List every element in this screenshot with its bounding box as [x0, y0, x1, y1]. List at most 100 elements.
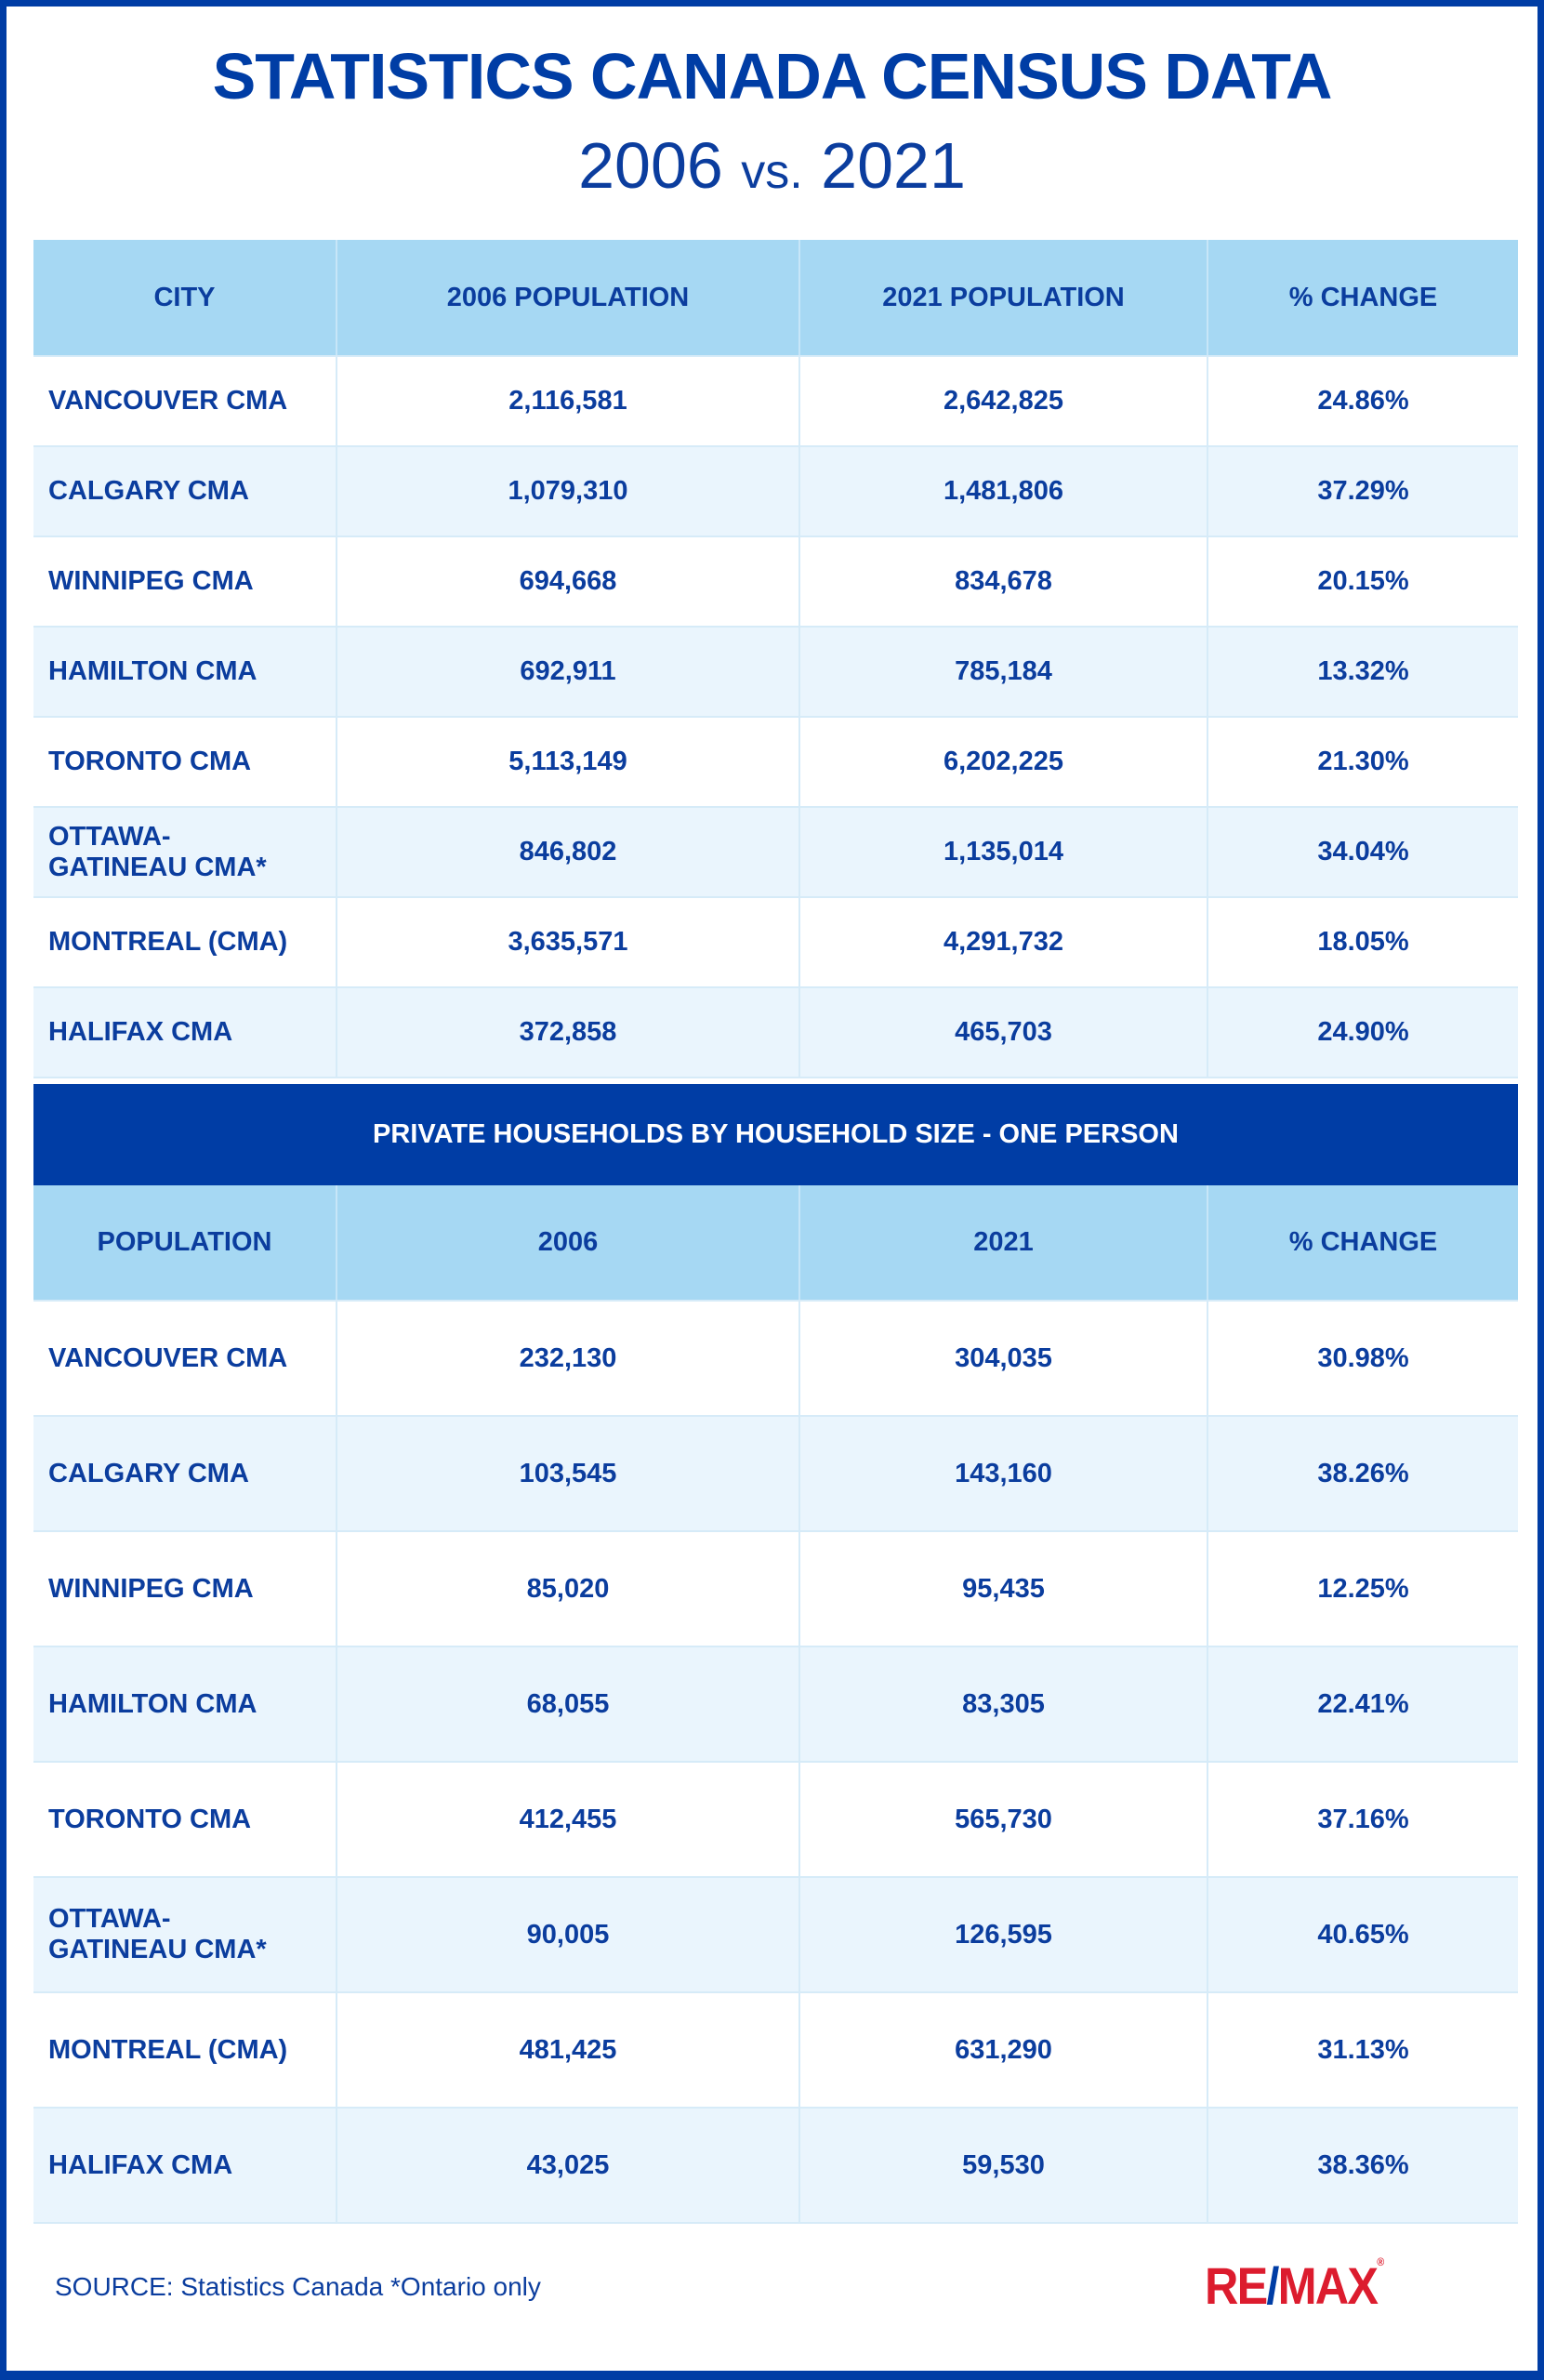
value-2006-cell: 90,005	[337, 1878, 800, 1991]
city-cell: WINNIPEG CMA	[33, 537, 337, 626]
percent-change-cell: 34.04%	[1317, 837, 1409, 866]
value-2021-cell: 2,642,825	[800, 357, 1208, 445]
table-row: MONTREAL (CMA) 3,635,571 4,291,732 18.05%	[33, 898, 1518, 988]
column-header: 2006 POPULATION	[337, 240, 800, 355]
city-cell: OTTAWA- GATINEAU CMA*	[33, 1878, 337, 1991]
value-2006-cell: 68,055	[337, 1647, 800, 1761]
value-2006-cell: 1,079,310	[337, 447, 800, 536]
value-2006-cell: 846,802	[337, 808, 800, 896]
city-cell: MONTREAL (CMA)	[33, 898, 337, 986]
value-2006-cell: 5,113,149	[337, 718, 800, 806]
value-2006-cell: 43,025	[337, 2109, 800, 2222]
percent-change-cell: 13.32%	[1317, 656, 1409, 686]
column-header: 2006	[337, 1185, 800, 1300]
logo-registered: ®	[1377, 2255, 1384, 2268]
table-row: HALIFAX CMA 43,025 59,530 38.36%	[33, 2109, 1518, 2224]
value-2021-cell: 6,202,225	[800, 718, 1208, 806]
column-header: POPULATION	[33, 1185, 337, 1300]
value-2006-cell: 103,545	[337, 1417, 800, 1530]
percent-change-cell: 38.36%	[1317, 2149, 1409, 2180]
table-row: HALIFAX CMA 372,858 465,703 24.90%	[33, 988, 1518, 1078]
city-cell: CALGARY CMA	[33, 1417, 337, 1530]
percent-change-cell: 24.86%	[1317, 386, 1409, 416]
value-2021-cell: 565,730	[800, 1763, 1208, 1876]
year-a: 2006	[578, 129, 723, 202]
value-2006-cell: 3,635,571	[337, 898, 800, 986]
table-header-row: CITY 2006 POPULATION 2021 POPULATION % CHAN…	[33, 240, 1518, 357]
year-b: 2021	[821, 129, 966, 202]
value-2006-cell: 2,116,581	[337, 357, 800, 445]
column-header: % CHANGE	[1288, 282, 1438, 312]
table-row: VANCOUVER CMA 2,116,581 2,642,825 24.86%	[33, 357, 1518, 447]
table-row: CALGARY CMA 103,545 143,160 38.26%	[33, 1417, 1518, 1532]
value-2021-cell: 126,595	[800, 1878, 1208, 1991]
city-cell: CALGARY CMA	[33, 447, 337, 536]
table-row: OTTAWA- GATINEAU CMA* 90,005 126,595 40.65%	[33, 1878, 1518, 1993]
city-cell: MONTREAL (CMA)	[33, 1993, 337, 2107]
table-header-row: POPULATION 2006 2021 % CHANGE	[33, 1185, 1518, 1302]
value-2021-cell: 1,135,014	[800, 808, 1208, 896]
vs-label: vs.	[741, 145, 803, 199]
value-2021-cell: 95,435	[800, 1532, 1208, 1646]
households-table: POPULATION 2006 2021% CHANGE VANCOUVER CMA 2…	[33, 1185, 1518, 2224]
value-2006-cell: 232,130	[337, 1302, 800, 1415]
table-row: WINNIPEG CMA 694,668 834,678 20.15%	[33, 537, 1518, 628]
percent-change-cell: 12.25%	[1317, 1573, 1409, 1604]
value-2021-cell: 59,530	[800, 2109, 1208, 2222]
city-cell: WINNIPEG CMA	[33, 1532, 337, 1646]
value-2006-cell: 481,425	[337, 1993, 800, 2107]
value-2021-cell: 785,184	[800, 628, 1208, 716]
value-2021-cell: 465,703	[800, 988, 1208, 1077]
column-header: CITY	[33, 240, 337, 355]
value-2021-cell: 304,035	[800, 1302, 1208, 1415]
city-cell: HAMILTON CMA	[33, 1647, 337, 1761]
logo-max: MAX	[1277, 2256, 1379, 2315]
page-title: STATISTICS CANADA CENSUS DATA	[212, 40, 1333, 112]
table-row: TORONTO CMA 5,113,149 6,202,225 21.30%	[33, 718, 1518, 808]
value-2006-cell: 694,668	[337, 537, 800, 626]
households-banner: PRIVATE HOUSEHOLDS BY HOUSEHOLD SIZE - O…	[33, 1084, 1518, 1185]
city-cell: HAMILTON CMA	[33, 628, 337, 716]
source-note: SOURCE: Statistics Canada *Ontario only	[55, 2272, 541, 2301]
value-2021-cell: 1,481,806	[800, 447, 1208, 536]
percent-change-cell: 38.26%	[1317, 1458, 1409, 1488]
logo-slash: /	[1266, 2256, 1279, 2315]
percent-change-cell: 37.29%	[1317, 476, 1409, 506]
city-cell: TORONTO CMA	[33, 718, 337, 806]
city-cell: OTTAWA- GATINEAU CMA*	[33, 808, 337, 896]
table-row: CALGARY CMA 1,079,310 1,481,806 37.29%	[33, 447, 1518, 537]
value-2021-cell: 83,305	[800, 1647, 1208, 1761]
city-cell: VANCOUVER CMA	[33, 1302, 337, 1415]
page-subtitle: 2006 vs. 2021	[0, 128, 1544, 203]
value-2021-cell: 143,160	[800, 1417, 1208, 1530]
population-table: CITY 2006 POPULATION 2021 POPULATION % CHAN…	[33, 240, 1518, 1078]
value-2006-cell: 412,455	[337, 1763, 800, 1876]
remax-logo: RE/MAX®	[1205, 2255, 1384, 2316]
table-row: WINNIPEG CMA 85,020 95,435 12.25%	[33, 1532, 1518, 1647]
percent-change-cell: 18.05%	[1317, 927, 1409, 957]
percent-change-cell: 40.65%	[1317, 1919, 1409, 1950]
value-2006-cell: 372,858	[337, 988, 800, 1077]
table-row: VANCOUVER CMA 232,130 304,035 30.98%	[33, 1302, 1518, 1417]
table-row: HAMILTON CMA 692,911 785,184 13.32%	[33, 628, 1518, 718]
percent-change-cell: 37.16%	[1317, 1804, 1409, 1834]
logo-re: RE	[1205, 2256, 1268, 2315]
value-2021-cell: 834,678	[800, 537, 1208, 626]
city-cell: HALIFAX CMA	[33, 2109, 337, 2222]
percent-change-cell: 22.41%	[1317, 1688, 1409, 1719]
table-row: MONTREAL (CMA) 481,425 631,290 31.13%	[33, 1993, 1518, 2109]
value-2021-cell: 4,291,732	[800, 898, 1208, 986]
percent-change-cell: 31.13%	[1317, 2034, 1409, 2065]
percent-change-cell: 20.15%	[1317, 566, 1409, 596]
value-2021-cell: 631,290	[800, 1993, 1208, 2107]
column-header: 2021	[800, 1185, 1208, 1300]
column-header: % CHANGE	[1288, 1227, 1438, 1257]
percent-change-cell: 24.90%	[1317, 1017, 1409, 1047]
table-row: HAMILTON CMA 68,055 83,305 22.41%	[33, 1647, 1518, 1763]
value-2006-cell: 85,020	[337, 1532, 800, 1646]
percent-change-cell: 21.30%	[1317, 747, 1409, 776]
city-cell: VANCOUVER CMA	[33, 357, 337, 445]
city-cell: TORONTO CMA	[33, 1763, 337, 1876]
value-2006-cell: 692,911	[337, 628, 800, 716]
